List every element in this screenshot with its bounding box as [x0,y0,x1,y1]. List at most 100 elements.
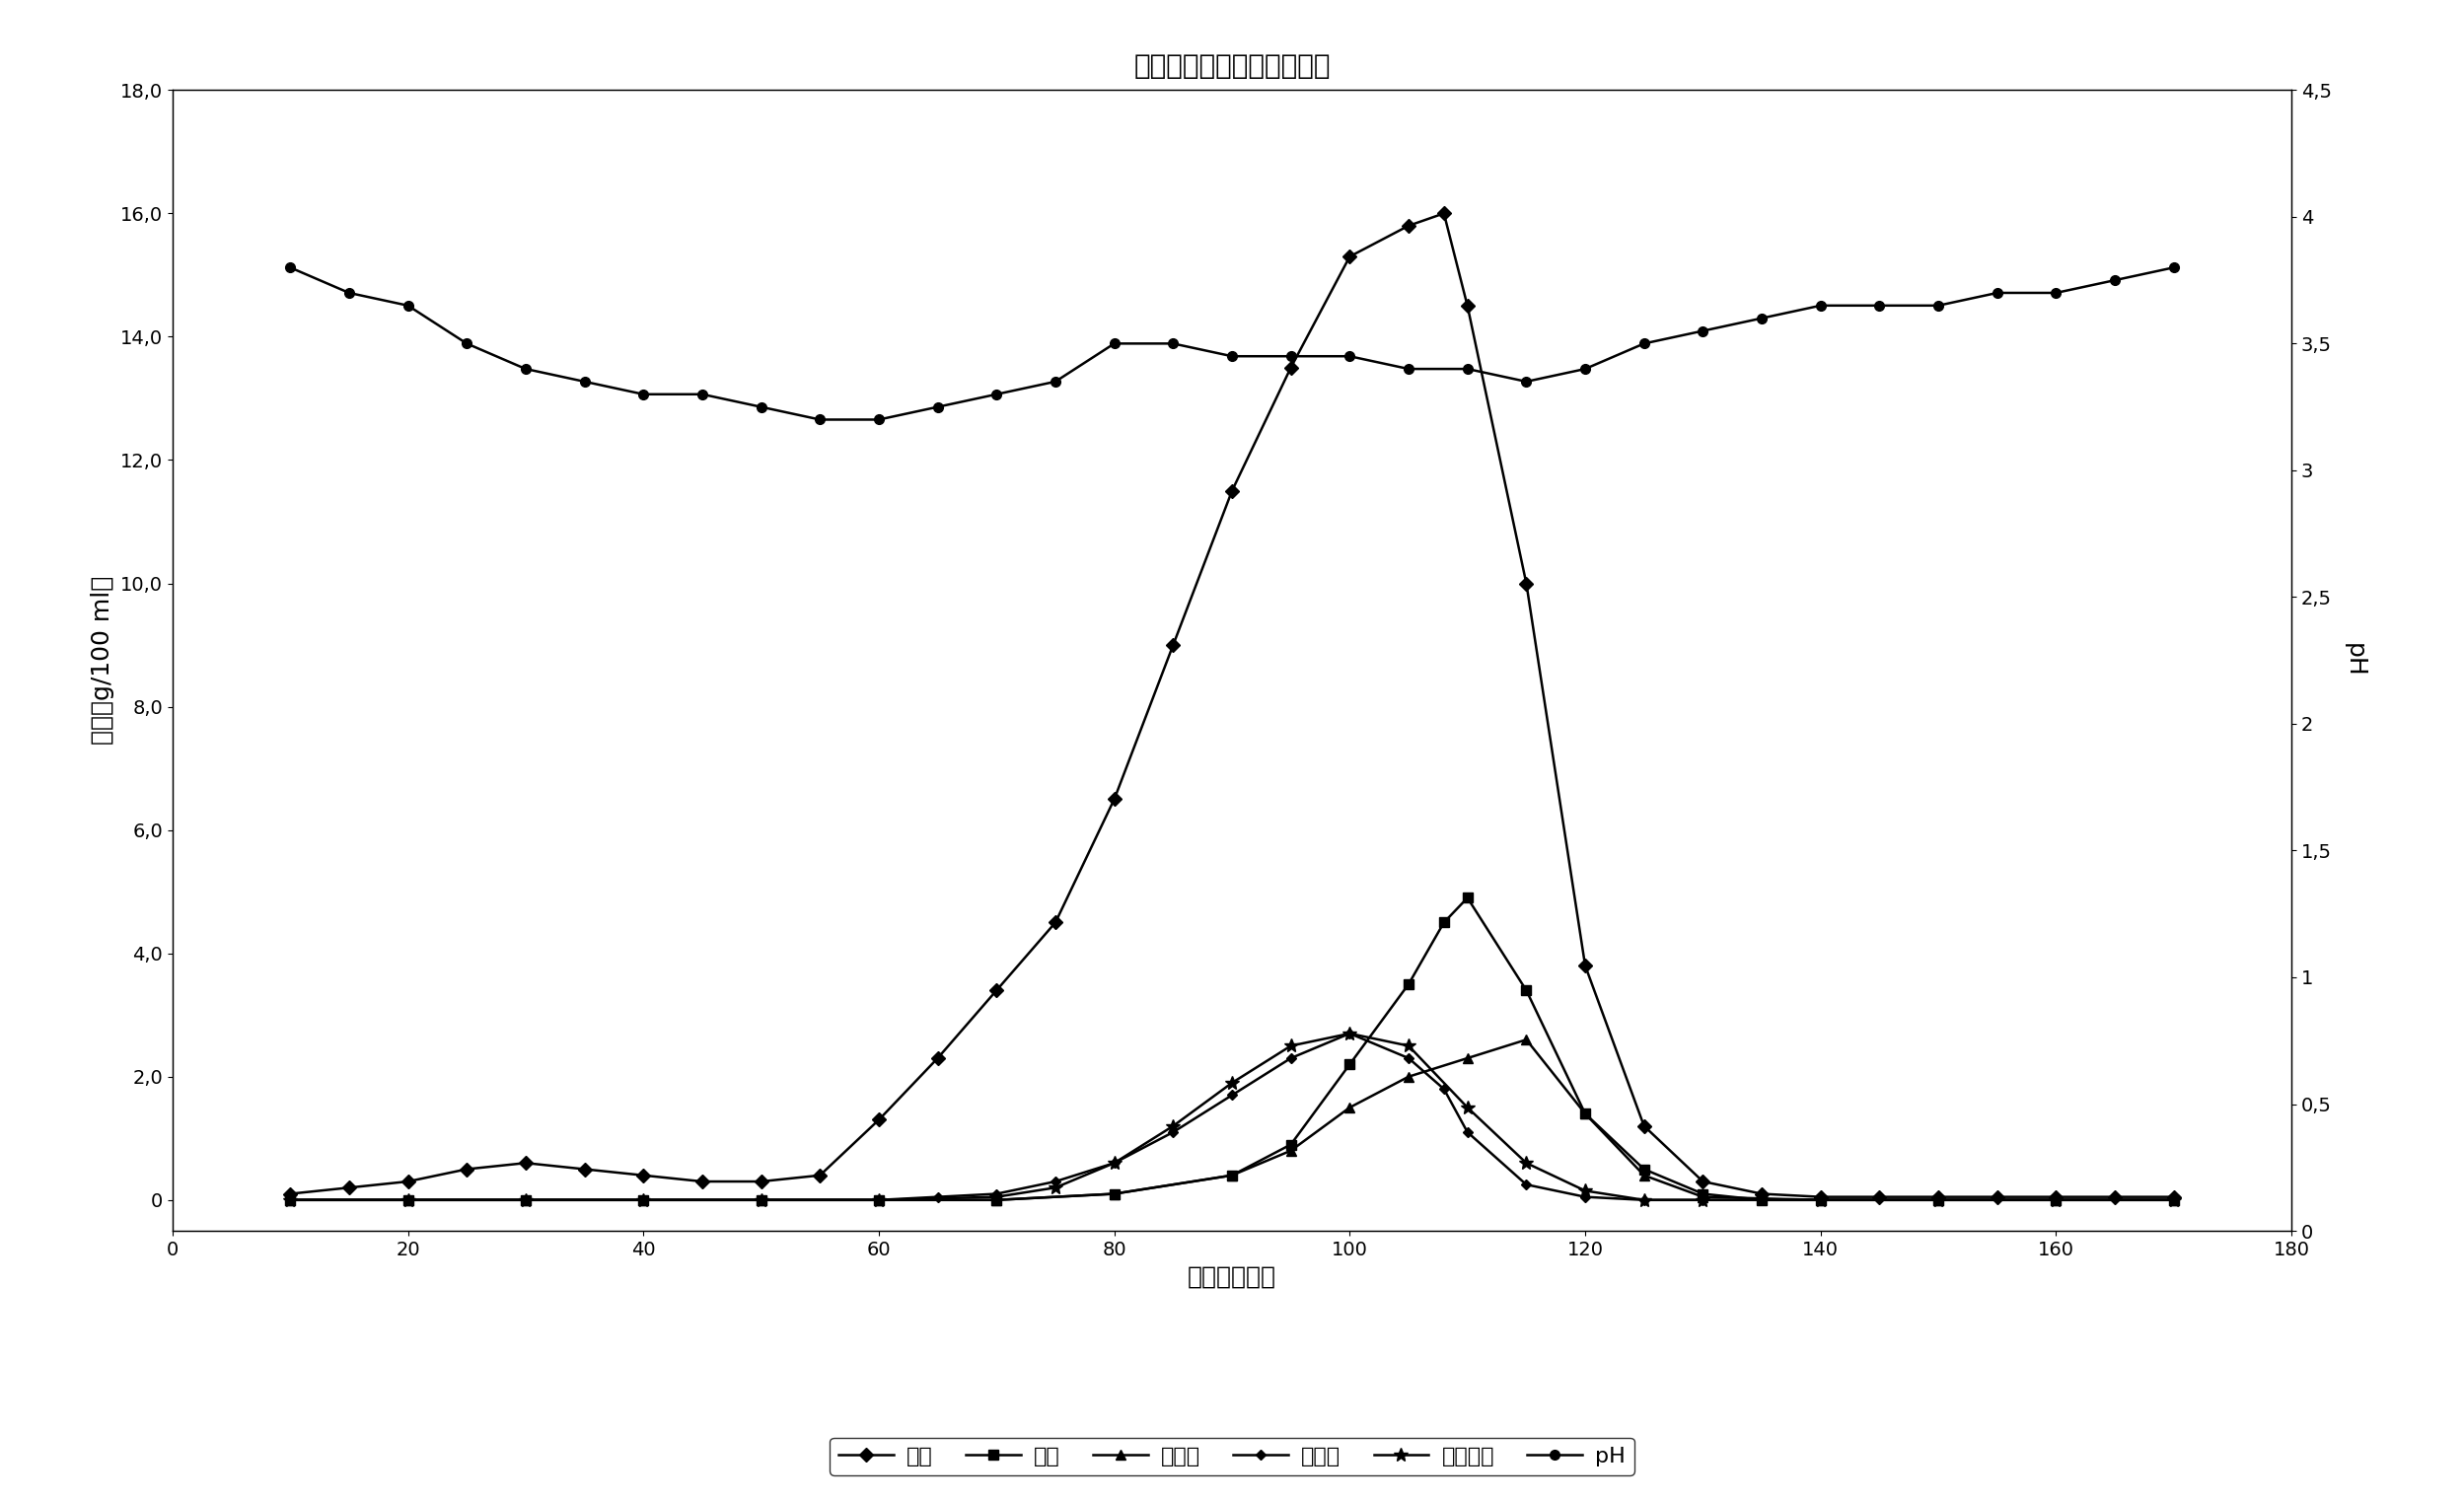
pH [1570,360,1599,378]
阿戊糖 [924,1187,954,1205]
阿戊糖 [2158,1190,2188,1208]
其它单糖 [628,1190,658,1208]
pH [1217,347,1247,365]
浓度 [1747,1184,1777,1202]
鼠杉糖 [1510,1031,1540,1049]
其它单糖 [276,1190,306,1208]
浓度 [276,1184,306,1202]
浓度 [1217,482,1247,500]
浓度 [1276,359,1306,377]
阿戊糖 [865,1190,894,1208]
鼠杉糖 [1688,1187,1717,1205]
其它单糖 [1040,1178,1069,1196]
浓度 [747,1172,776,1190]
浓度 [335,1178,365,1196]
Line: 鼠杉糖: 鼠杉糖 [286,1034,2178,1205]
浓度 [510,1154,540,1172]
木糖 [1217,1166,1247,1184]
浓度 [687,1172,717,1190]
木糖 [981,1190,1010,1208]
pH [865,411,894,429]
浓度 [1099,790,1129,808]
浓度 [1158,636,1188,654]
Line: 其它单糖: 其它单糖 [283,1027,2181,1207]
木糖 [747,1190,776,1208]
Y-axis label: pH: pH [2343,644,2365,677]
浓度 [1570,956,1599,974]
pH [981,386,1010,404]
pH [451,335,480,353]
鼠杉糖 [2158,1190,2188,1208]
阿戊糖 [510,1190,540,1208]
木糖 [628,1190,658,1208]
木糖 [394,1190,424,1208]
pH [924,398,954,416]
pH [1099,335,1129,353]
pH [1335,347,1365,365]
Line: 浓度: 浓度 [286,209,2178,1202]
木糖 [1335,1055,1365,1073]
其它单糖 [1510,1154,1540,1172]
pH [1040,372,1069,390]
阿戊糖 [276,1190,306,1208]
鼠杉糖 [981,1190,1010,1208]
Title: 木糖结晶流出物的色谱分离: 木糖结晶流出物的色谱分离 [1133,53,1331,80]
木糖 [1570,1105,1599,1123]
pH [1276,347,1306,365]
木糖 [1099,1184,1129,1202]
pH [1158,335,1188,353]
Line: 木糖: 木糖 [286,893,2178,1205]
鼠杉糖 [510,1190,540,1208]
浓度 [628,1166,658,1184]
阿戊糖 [747,1190,776,1208]
鼠杉糖 [1335,1099,1365,1117]
其它单糖 [1395,1037,1424,1055]
木糖 [276,1190,306,1208]
阿戊糖 [1099,1154,1129,1172]
pH [1747,309,1777,327]
浓度 [1454,297,1483,315]
鼠杉糖 [1454,1049,1483,1067]
浓度 [2158,1187,2188,1205]
pH [2158,258,2188,276]
阿戊糖 [1570,1187,1599,1205]
阿戊糖 [1158,1123,1188,1141]
pH [1984,284,2013,302]
鼠杉糖 [276,1190,306,1208]
阿戊糖 [628,1190,658,1208]
阿戊糖 [1688,1190,1717,1208]
鼠杉糖 [1217,1166,1247,1184]
pH [335,284,365,302]
浓度 [2099,1187,2129,1205]
其它单糖 [747,1190,776,1208]
pH [569,372,599,390]
其它单糖 [1629,1190,1658,1208]
其它单糖 [1217,1073,1247,1091]
鼠杉糖 [747,1190,776,1208]
鼠杉糖 [1276,1142,1306,1160]
pH [1806,297,1836,315]
浓度 [1806,1187,1836,1205]
阿戊糖 [1806,1190,1836,1208]
浓度 [981,982,1010,1000]
浓度 [1924,1187,1954,1205]
浓度 [1510,575,1540,593]
Line: 阿戊糖: 阿戊糖 [286,1030,2178,1204]
其它单糖 [1099,1154,1129,1172]
其它单糖 [1276,1037,1306,1055]
鼠杉糖 [865,1190,894,1208]
鼠杉糖 [394,1190,424,1208]
其它单糖 [1454,1099,1483,1117]
鼠杉糖 [1395,1067,1424,1085]
鼠杉糖 [1570,1105,1599,1123]
浓度 [924,1049,954,1067]
其它单糖 [1924,1190,1954,1208]
其它单糖 [1158,1117,1188,1135]
木糖 [865,1190,894,1208]
浓度 [394,1172,424,1190]
木糖 [1688,1184,1717,1202]
其它单糖 [865,1190,894,1208]
鼠杉糖 [2040,1190,2070,1208]
浓度 [1984,1187,2013,1205]
pH [628,386,658,404]
